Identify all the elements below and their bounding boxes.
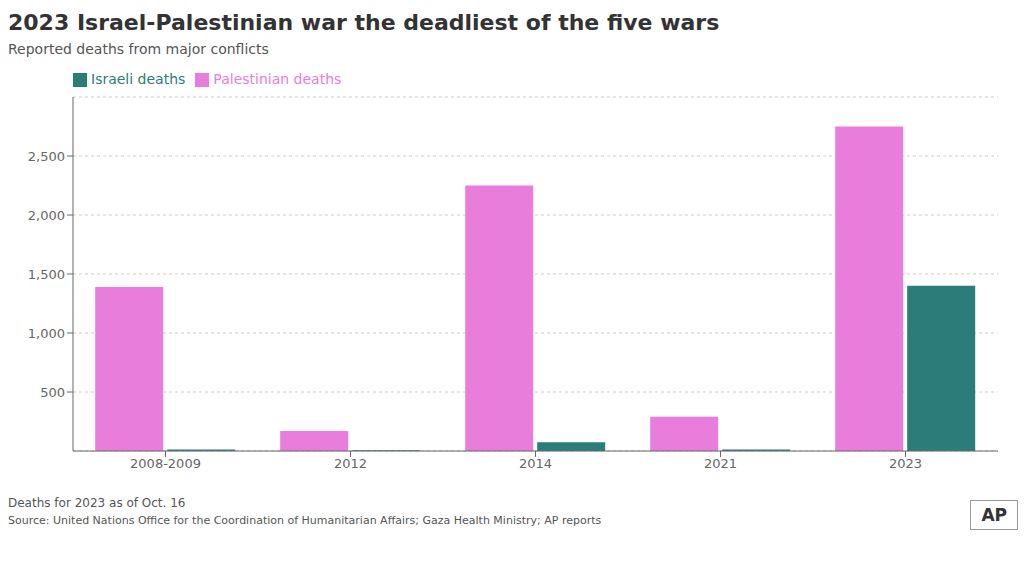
html-text:2023 Israel-Palestinian war th: 2023 Israel-Palestinian war the deadlies… xyxy=(8,10,720,35)
svg-text:2,500: 2,500 xyxy=(28,149,65,164)
html-text:Source: United Nations Office: Source: United Nations Office for the Co… xyxy=(8,514,602,527)
svg-text:2014: 2014 xyxy=(519,456,552,471)
svg-text:1,500: 1,500 xyxy=(28,267,65,282)
svg-text:2,000: 2,000 xyxy=(28,208,65,223)
html-text:Reported deaths from major con: Reported deaths from major conflicts xyxy=(8,41,269,57)
svg-text:500: 500 xyxy=(40,385,65,400)
html-text:AP: AP xyxy=(981,505,1007,525)
html-text:Palestinian deaths: Palestinian deaths xyxy=(213,71,342,87)
html-text:Deaths for 2023 as of Oct. 16: Deaths for 2023 as of Oct. 16 xyxy=(8,496,186,510)
svg-text:2021: 2021 xyxy=(704,456,737,471)
svg-text:2012: 2012 xyxy=(334,456,367,471)
html-text:Israeli deaths: Israeli deaths xyxy=(91,71,186,87)
svg-text:2008-2009: 2008-2009 xyxy=(130,456,201,471)
svg-text:1,000: 1,000 xyxy=(28,326,65,341)
svg-text:2023: 2023 xyxy=(889,456,922,471)
